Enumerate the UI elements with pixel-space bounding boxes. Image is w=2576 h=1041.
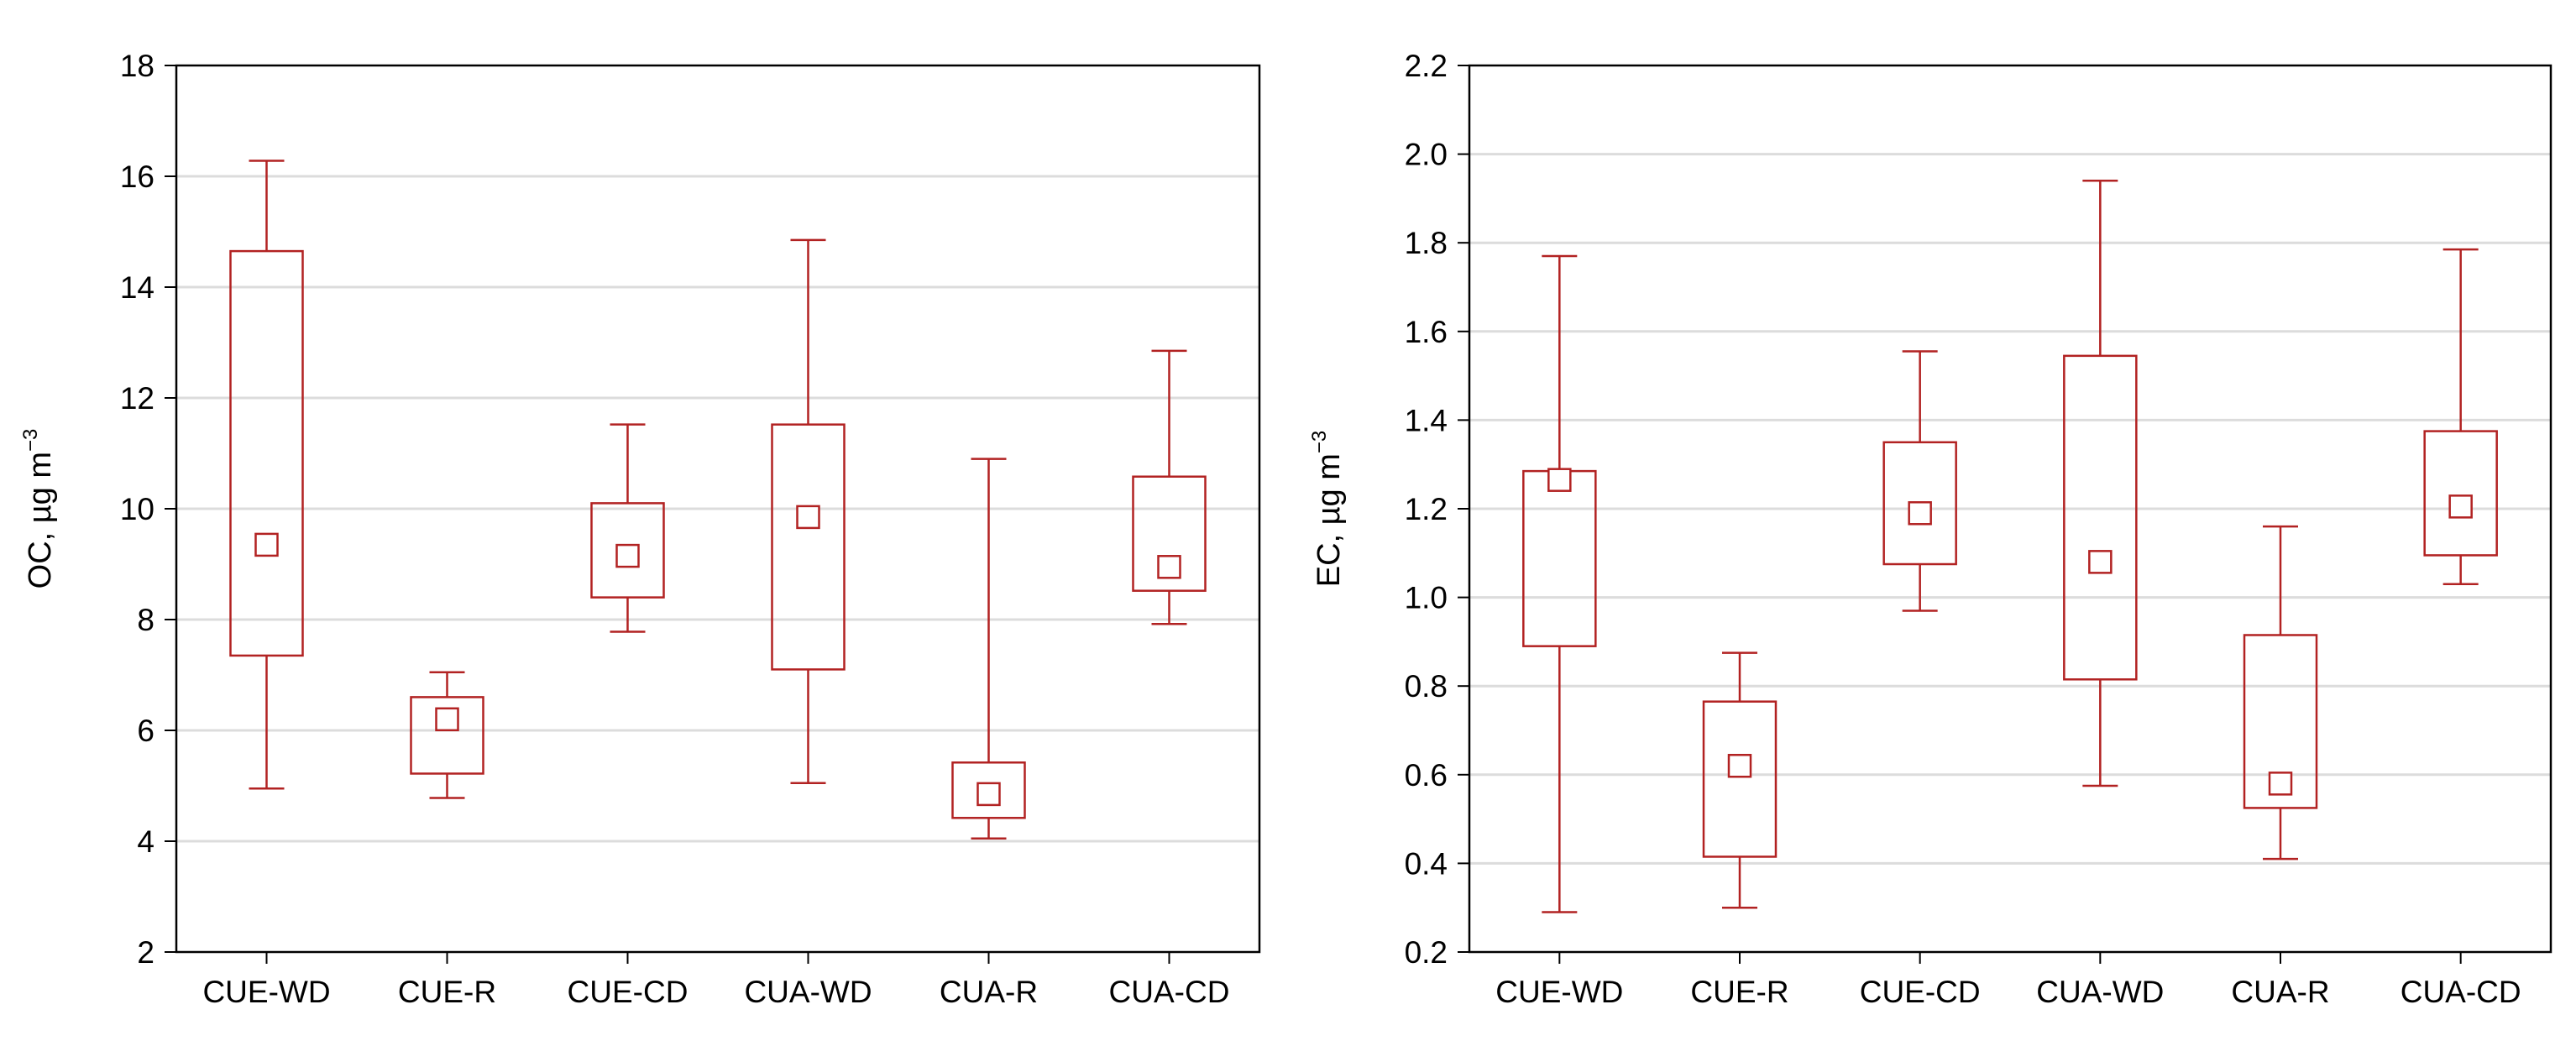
median-marker: [976, 782, 1001, 807]
interquartile-box: [1702, 700, 1778, 858]
ec-y-tick-label: 0.6: [1405, 758, 1448, 793]
ec-y-tick-label: 2.0: [1405, 138, 1448, 172]
median-marker: [435, 707, 459, 732]
ec-y-tick-label: 0.2: [1405, 935, 1448, 970]
interquartile-box: [1132, 475, 1207, 592]
oc-plot-frame: [175, 64, 1261, 954]
ec-y-tick-label: 1.8: [1405, 226, 1448, 260]
interquartile-box: [229, 249, 304, 657]
ec-x-tick-label: CUE-R: [1690, 975, 1788, 1009]
oc-box-cua-wd: [771, 238, 846, 784]
oc-x-tick-label: CUA-CD: [1109, 975, 1230, 1009]
ec-y-tick-label: 2.2: [1405, 49, 1448, 83]
oc-y-tick-label: 6: [137, 714, 154, 748]
oc-y-tick-label: 14: [120, 270, 154, 305]
median-marker: [1547, 468, 1572, 492]
ec-box-cua-cd: [2423, 248, 2498, 586]
oc-y-tick-label: 8: [137, 603, 154, 637]
ec-x-tick-label: CUE-CD: [1860, 975, 1981, 1009]
oc-box-cua-cd: [1132, 349, 1207, 625]
median-marker: [1727, 753, 1752, 778]
oc-chart-panel: 2 4 6 8 10 12 14 16 18 CUE-WD CUE-R CUE-CD CUA-WD CUA…: [19, 49, 1261, 1009]
oc-y-tick-label: 2: [137, 935, 154, 970]
oc-x-tick-label: CUE-R: [398, 975, 496, 1009]
ec-box-cue-r: [1702, 651, 1778, 909]
oc-x-tick-label: CUA-WD: [744, 975, 872, 1009]
median-marker: [796, 505, 820, 530]
interquartile-box: [410, 696, 484, 775]
ec-box-cua-wd: [2063, 180, 2138, 787]
median-marker: [1908, 501, 1932, 526]
oc-box-cue-wd: [229, 160, 304, 790]
oc-box-cua-r: [951, 458, 1026, 840]
ec-x-tick-label: CUA-WD: [2036, 975, 2164, 1009]
oc-y-tick-label: 12: [120, 381, 154, 416]
oc-x-tick-label: CUA-R: [940, 975, 1038, 1009]
ec-y-tick-label: 1.6: [1405, 315, 1448, 349]
oc-y-tick-label: 18: [120, 49, 154, 83]
interquartile-box: [2423, 430, 2498, 557]
median-marker: [254, 532, 279, 557]
ec-y-axis-label: EC, µg m−3: [1308, 431, 1347, 588]
interquartile-box: [2063, 354, 2138, 681]
oc-y-tick-label: 10: [120, 492, 154, 526]
median-marker: [2268, 772, 2293, 796]
median-marker: [615, 543, 640, 568]
oc-box-cue-r: [410, 671, 484, 799]
median-marker: [1157, 555, 1181, 579]
ec-x-tick-label: CUE-WD: [1495, 975, 1623, 1009]
ec-box-cue-wd: [1522, 254, 1597, 913]
interquartile-box: [771, 423, 846, 671]
median-marker: [2088, 550, 2113, 574]
oc-y-tick-label: 16: [120, 160, 154, 194]
ec-chart-panel: 0.2 0.4 0.6 0.8 1.0 1.2 1.4 1.6 1.8 2.0 2.2 CUE-WD C…: [1308, 49, 2552, 1009]
oc-y-axis-label: OC, µg m−3: [19, 429, 58, 589]
ec-y-tick-label: 1.2: [1405, 492, 1448, 526]
interquartile-box: [590, 502, 665, 599]
oc-y-tick-label: 4: [137, 824, 154, 859]
ec-plot-frame: [1468, 64, 2552, 954]
median-marker: [2448, 494, 2473, 519]
interquartile-box: [1522, 469, 1597, 647]
ec-y-tick-label: 0.8: [1405, 669, 1448, 704]
ec-y-tick-label: 0.4: [1405, 846, 1448, 881]
ec-box-cua-r: [2243, 525, 2318, 861]
oc-x-tick-label: CUE-CD: [568, 975, 689, 1009]
ec-box-cue-cd: [1882, 350, 1957, 612]
oc-x-tick-label: CUE-WD: [202, 975, 330, 1009]
ec-x-tick-label: CUA-R: [2231, 975, 2329, 1009]
interquartile-box: [2243, 634, 2318, 809]
ec-y-tick-label: 1.4: [1405, 403, 1448, 437]
interquartile-box: [1882, 441, 1957, 566]
interquartile-box: [951, 761, 1026, 819]
oc-box-cue-cd: [590, 423, 665, 633]
ec-y-tick-label: 1.0: [1405, 581, 1448, 615]
ec-x-tick-label: CUA-CD: [2401, 975, 2521, 1009]
